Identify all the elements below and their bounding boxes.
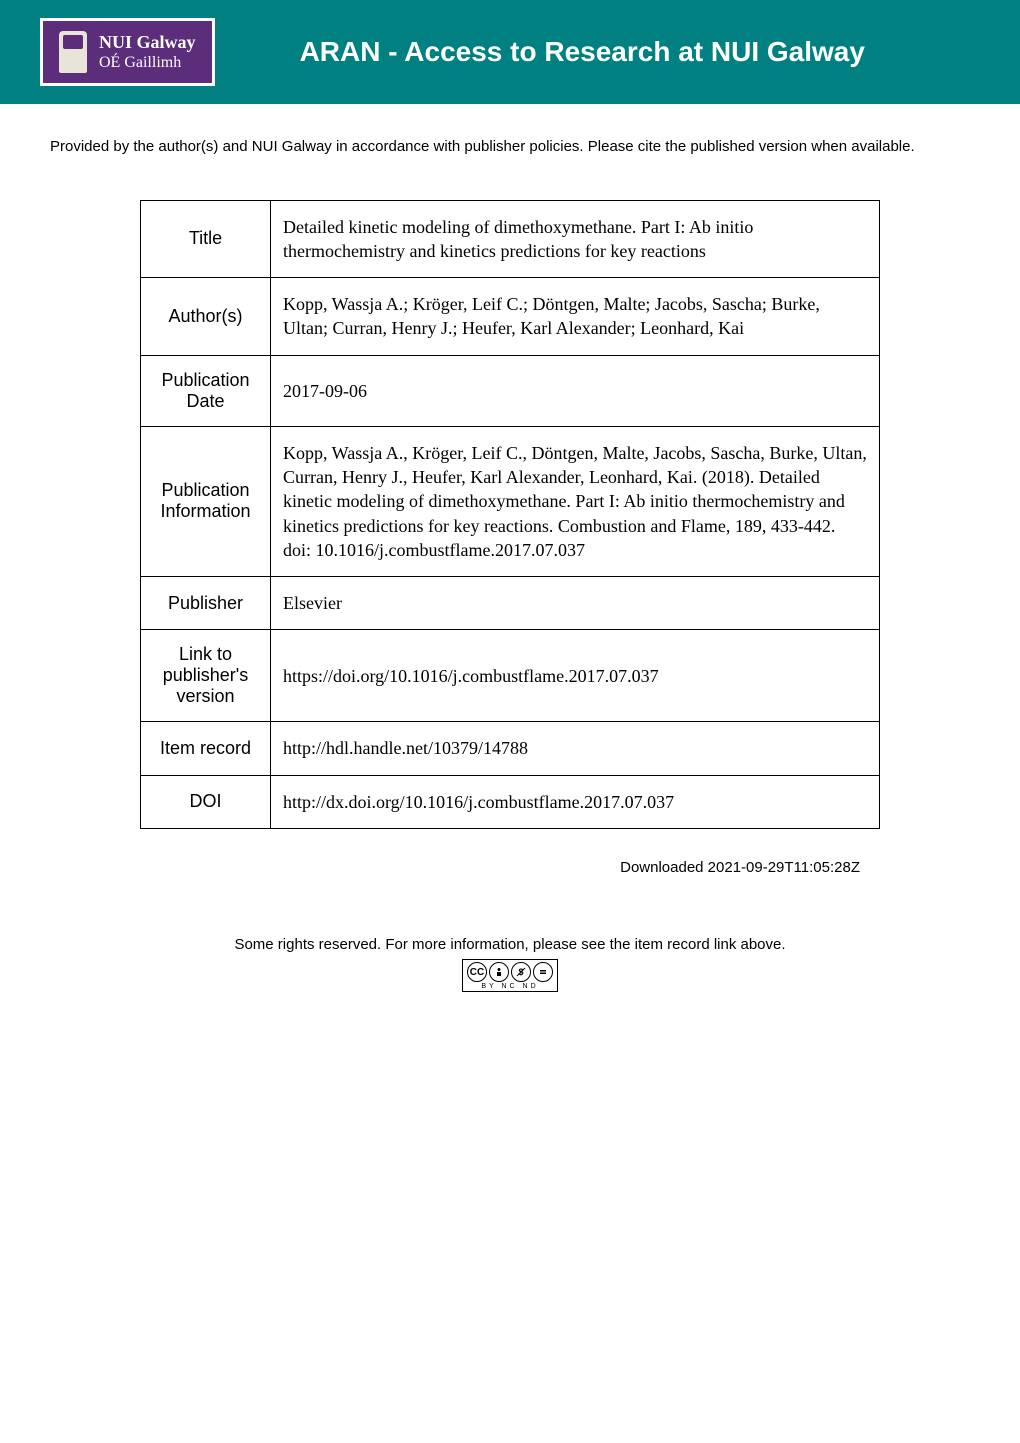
logo-secondary: OÉ Gaillimh	[99, 53, 196, 72]
metadata-label: Publisher	[141, 577, 271, 630]
metadata-table: Title Detailed kinetic modeling of dimet…	[140, 200, 880, 830]
cc-license-badge: CC $ BY NC ND	[50, 959, 970, 992]
rights-text: Some rights reserved. For more informati…	[50, 936, 970, 953]
intro-text: Provided by the author(s) and NUI Galway…	[50, 134, 970, 160]
metadata-label: Author(s)	[141, 278, 271, 356]
logo-text: NUI Galway OÉ Gaillimh	[99, 32, 196, 73]
metadata-value: Detailed kinetic modeling of dimethoxyme…	[271, 200, 880, 278]
metadata-label: Item record	[141, 722, 271, 775]
table-row: Link to publisher's version https://doi.…	[141, 630, 880, 722]
crest-icon	[59, 31, 87, 73]
nc-icon: $	[511, 962, 531, 982]
table-row: Publication Date 2017-09-06	[141, 355, 880, 426]
cc-icons: CC $	[467, 962, 553, 982]
metadata-label: DOI	[141, 775, 271, 828]
table-row: Title Detailed kinetic modeling of dimet…	[141, 200, 880, 278]
metadata-label: Publication Date	[141, 355, 271, 426]
metadata-value: Elsevier	[271, 577, 880, 630]
metadata-value: Kopp, Wassja A., Kröger, Leif C., Döntge…	[271, 426, 880, 576]
metadata-value: 2017-09-06	[271, 355, 880, 426]
metadata-label: Title	[141, 200, 271, 278]
downloaded-timestamp: Downloaded 2021-09-29T11:05:28Z	[50, 859, 970, 876]
page-header: NUI Galway OÉ Gaillimh ARAN - Access to …	[0, 0, 1020, 104]
metadata-label: Link to publisher's version	[141, 630, 271, 722]
logo-primary: NUI Galway	[99, 32, 196, 54]
metadata-value: Kopp, Wassja A.; Kröger, Leif C.; Döntge…	[271, 278, 880, 356]
table-row: Publication Information Kopp, Wassja A.,…	[141, 426, 880, 576]
metadata-value: http://hdl.handle.net/10379/14788	[271, 722, 880, 775]
table-row: Item record http://hdl.handle.net/10379/…	[141, 722, 880, 775]
header-title: ARAN - Access to Research at NUI Galway	[245, 36, 980, 68]
table-row: Author(s) Kopp, Wassja A.; Kröger, Leif …	[141, 278, 880, 356]
nd-icon	[533, 962, 553, 982]
metadata-value: http://dx.doi.org/10.1016/j.combustflame…	[271, 775, 880, 828]
cc-box: CC $ BY NC ND	[462, 959, 558, 992]
metadata-body: Title Detailed kinetic modeling of dimet…	[141, 200, 880, 829]
cc-icon: CC	[467, 962, 487, 982]
by-icon	[489, 962, 509, 982]
metadata-value: https://doi.org/10.1016/j.combustflame.2…	[271, 630, 880, 722]
content-area: Provided by the author(s) and NUI Galway…	[0, 104, 1020, 1022]
table-row: Publisher Elsevier	[141, 577, 880, 630]
table-row: DOI http://dx.doi.org/10.1016/j.combustf…	[141, 775, 880, 828]
cc-labels: BY NC ND	[481, 983, 538, 990]
metadata-label: Publication Information	[141, 426, 271, 576]
institution-logo: NUI Galway OÉ Gaillimh	[40, 18, 215, 86]
